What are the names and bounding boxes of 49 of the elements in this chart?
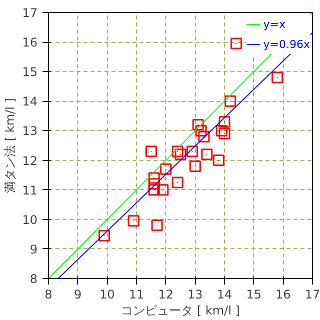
point [151, 220, 163, 232]
x-tick-label: 8 [44, 288, 52, 302]
y-tick-label: 9 [30, 242, 38, 256]
point [272, 72, 284, 84]
point [198, 130, 210, 142]
point [224, 95, 236, 107]
x-tick-label: 12 [158, 288, 174, 302]
point [216, 124, 228, 136]
point [192, 119, 204, 131]
point [148, 184, 160, 196]
point [218, 116, 230, 128]
point [174, 148, 186, 160]
point [160, 163, 172, 175]
x-tick-label: 13 [188, 288, 203, 302]
x-tick-label: 17 [304, 288, 320, 302]
x-tick-label: 16 [276, 288, 291, 302]
y-tick-label: 12 [22, 154, 38, 168]
point [145, 146, 157, 158]
point [98, 230, 110, 242]
y-tick-label: 17 [22, 6, 38, 20]
x-tick-label: 9 [74, 288, 82, 302]
y-tick-label: 15 [22, 65, 38, 80]
y-tick-label: 13 [22, 124, 38, 138]
point [218, 128, 230, 140]
x-tick-label: 11 [128, 288, 144, 302]
y-tick-label: 11 [22, 183, 38, 198]
legend-label: y=x [263, 18, 286, 30]
point [186, 146, 198, 158]
point [212, 154, 224, 166]
legend-label: y=0.96x [263, 38, 310, 50]
point [189, 160, 201, 172]
y-tick-label: 10 [22, 212, 38, 227]
point [148, 172, 160, 184]
point [172, 146, 184, 158]
y-tick-label: 14 [22, 94, 38, 109]
point [230, 38, 242, 50]
point [148, 178, 160, 190]
x-tick-label: 15 [246, 288, 262, 302]
x-tick-label: 14 [216, 288, 232, 302]
point [201, 148, 213, 160]
point [128, 215, 140, 227]
point [172, 176, 184, 188]
x-axis-title: コンピュータ [ km/l ] [121, 304, 240, 318]
y-tick-label: 16 [22, 36, 38, 50]
point [157, 184, 169, 196]
x-tick-label: 10 [100, 288, 115, 302]
y-axis-title: 満タン法 [ km/l ] [3, 98, 18, 193]
y-tick-label: 8 [30, 272, 38, 286]
point [195, 124, 207, 136]
